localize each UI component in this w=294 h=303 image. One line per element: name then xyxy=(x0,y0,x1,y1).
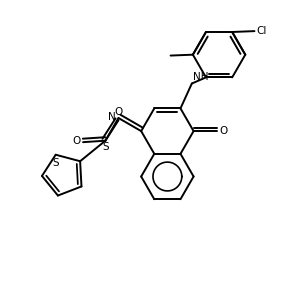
Text: O: O xyxy=(73,136,81,146)
Text: Cl: Cl xyxy=(256,26,266,36)
Text: S: S xyxy=(52,158,59,168)
Text: S: S xyxy=(102,142,109,152)
Text: N: N xyxy=(108,112,116,122)
Text: O: O xyxy=(114,107,123,117)
Text: O: O xyxy=(220,126,228,136)
Text: NH: NH xyxy=(193,72,209,82)
